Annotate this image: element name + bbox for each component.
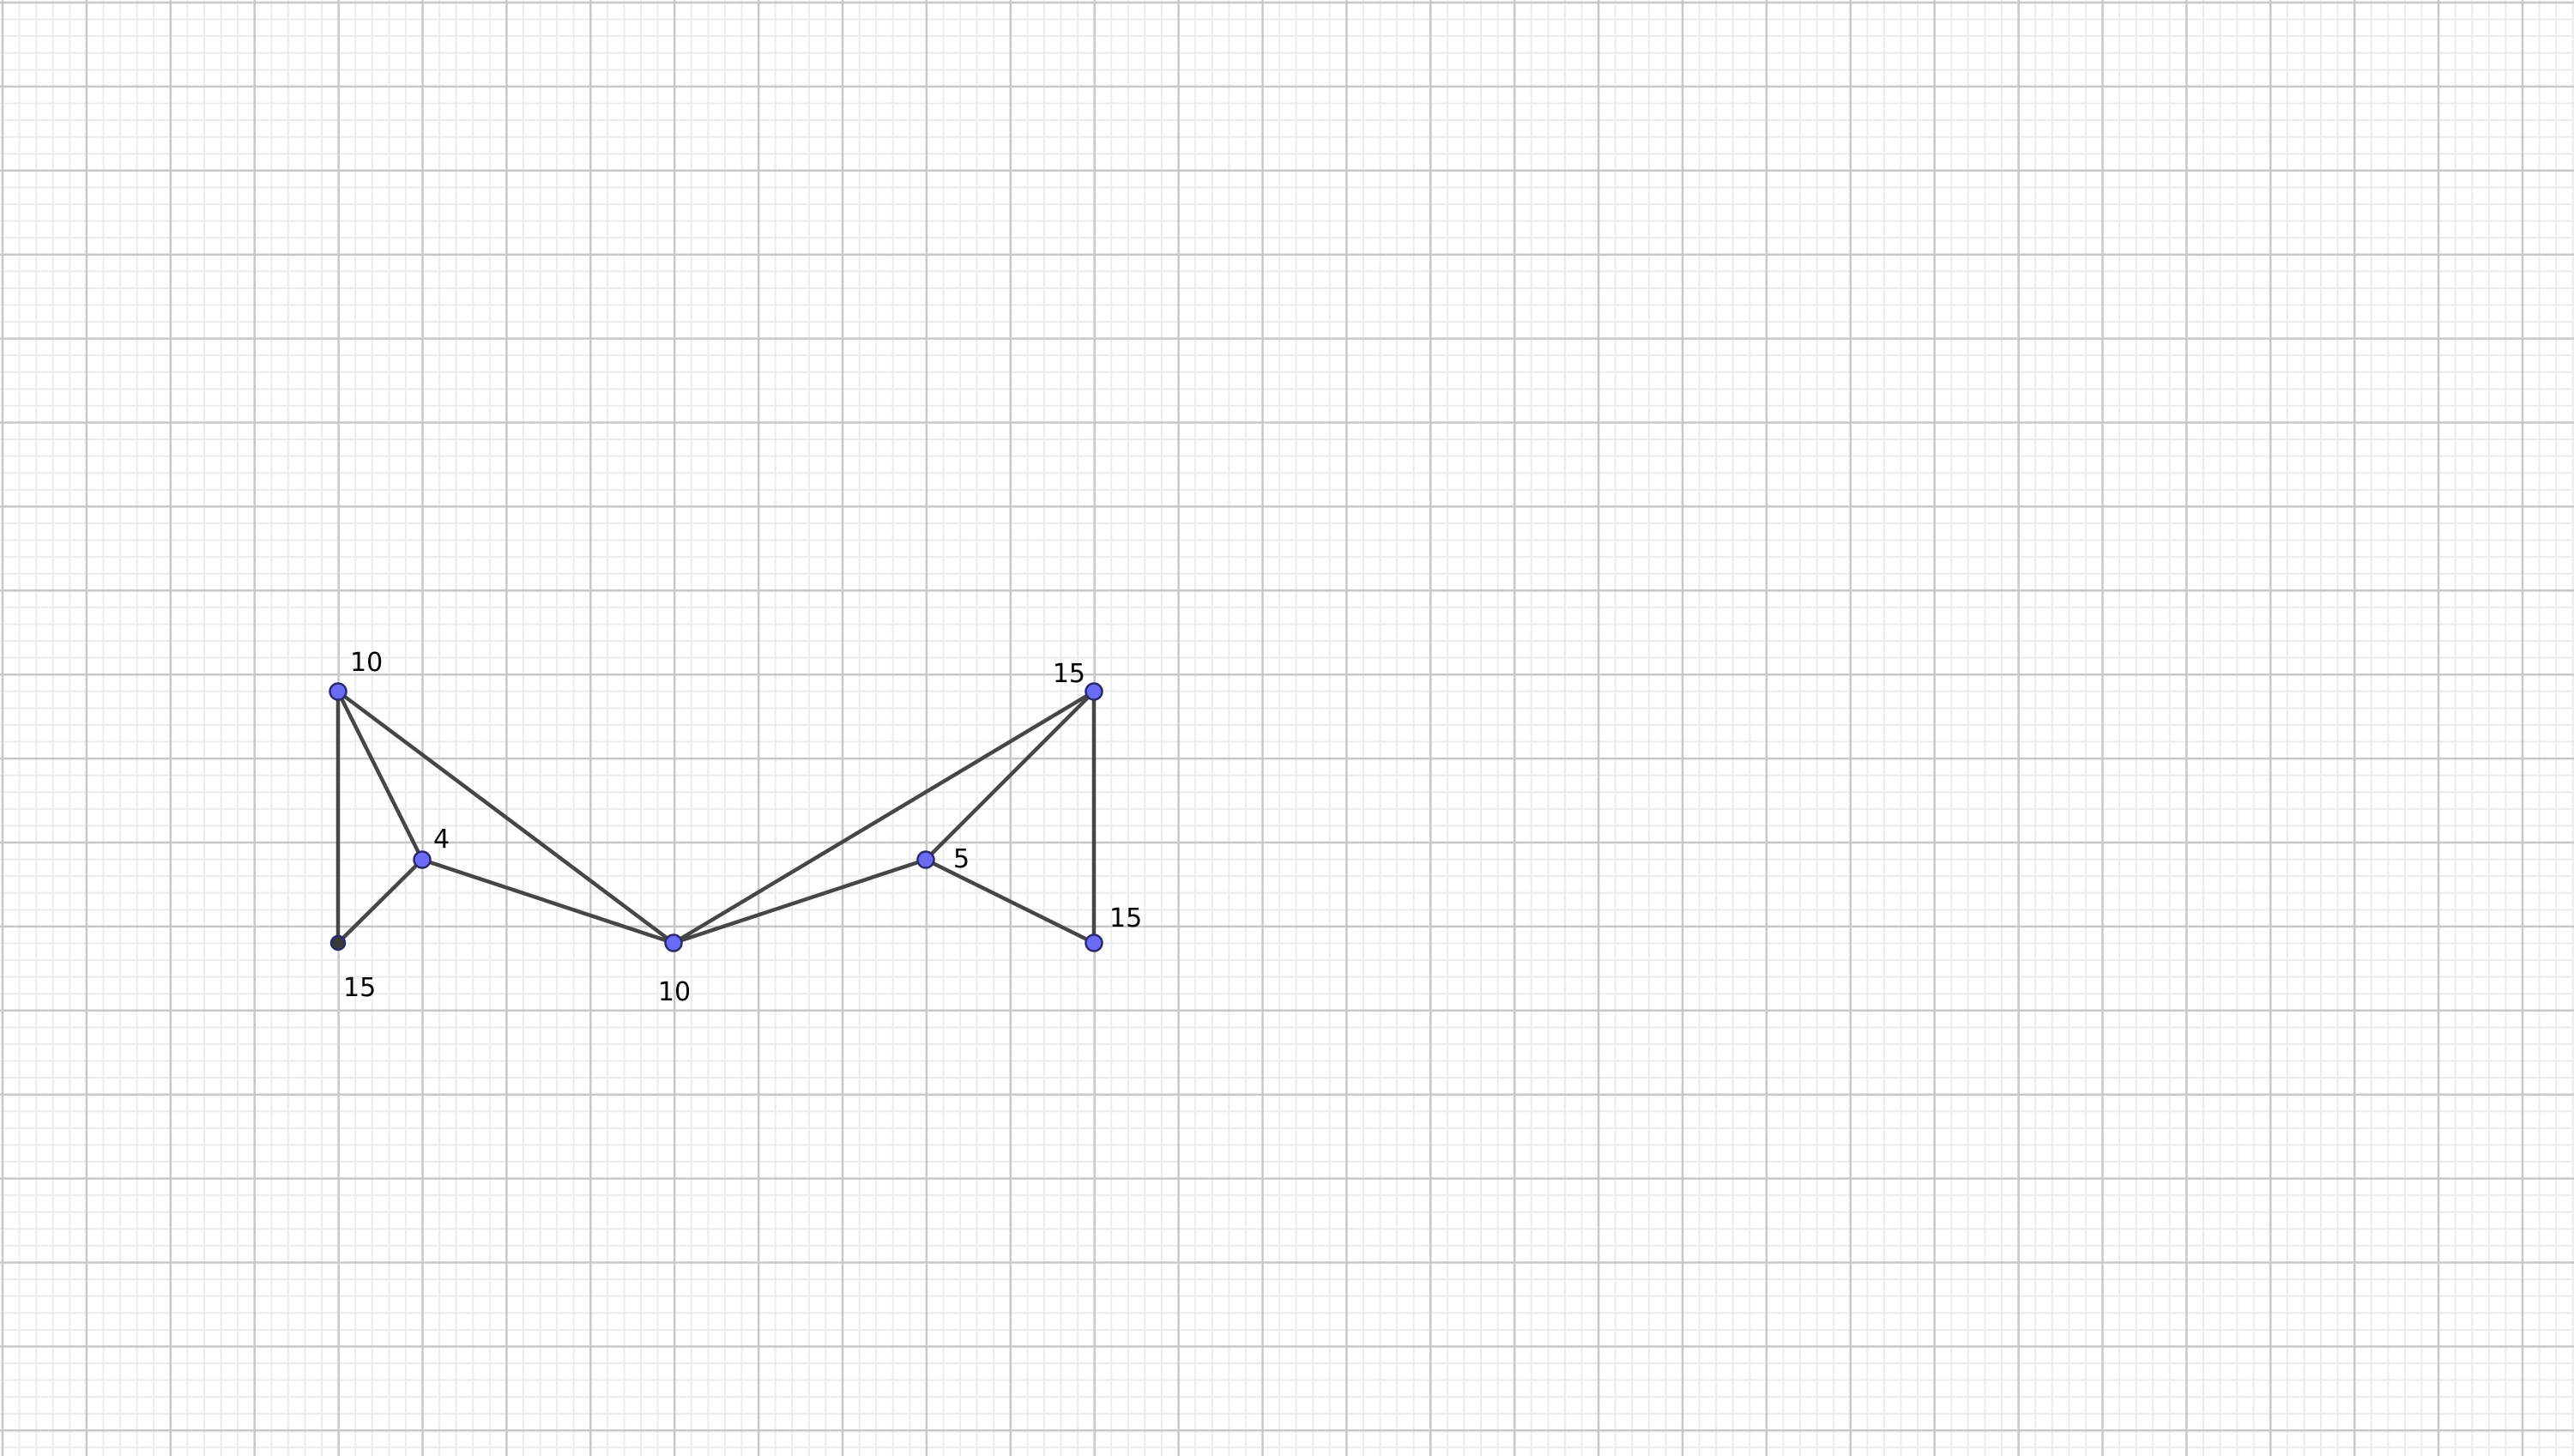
vertex-B[interactable]: [329, 934, 347, 952]
edge-A-C[interactable]: [335, 689, 425, 862]
vertex-D[interactable]: [664, 933, 683, 952]
edge-D-F[interactable]: [671, 689, 1097, 945]
vertex-F[interactable]: [1085, 682, 1103, 701]
edge-C-D[interactable]: [420, 857, 676, 945]
graph-edges: [335, 689, 1097, 945]
vertex-A[interactable]: [329, 682, 347, 701]
edge-E-G[interactable]: [923, 857, 1097, 945]
edge-B-C[interactable]: [335, 857, 425, 945]
edge-D-E[interactable]: [671, 857, 928, 945]
vertex-C[interactable]: [413, 850, 432, 869]
edge-A-D[interactable]: [335, 689, 676, 945]
vertex-label-A: 10: [350, 648, 383, 678]
vertex-label-B: 15: [343, 973, 376, 1003]
vertex-label-C: 4: [433, 825, 450, 855]
vertex-labels: 10 15 4 10 5 15 15: [343, 648, 1142, 1007]
vertex-label-F: 15: [1053, 659, 1085, 689]
vertex-label-D: 10: [658, 977, 691, 1007]
vertex-label-G: 15: [1109, 903, 1142, 933]
edge-E-F[interactable]: [923, 689, 1097, 862]
vertex-G[interactable]: [1085, 933, 1103, 952]
vertex-label-E: 5: [953, 844, 970, 874]
graph-vertices: [329, 682, 1103, 952]
vertex-E[interactable]: [916, 850, 935, 869]
